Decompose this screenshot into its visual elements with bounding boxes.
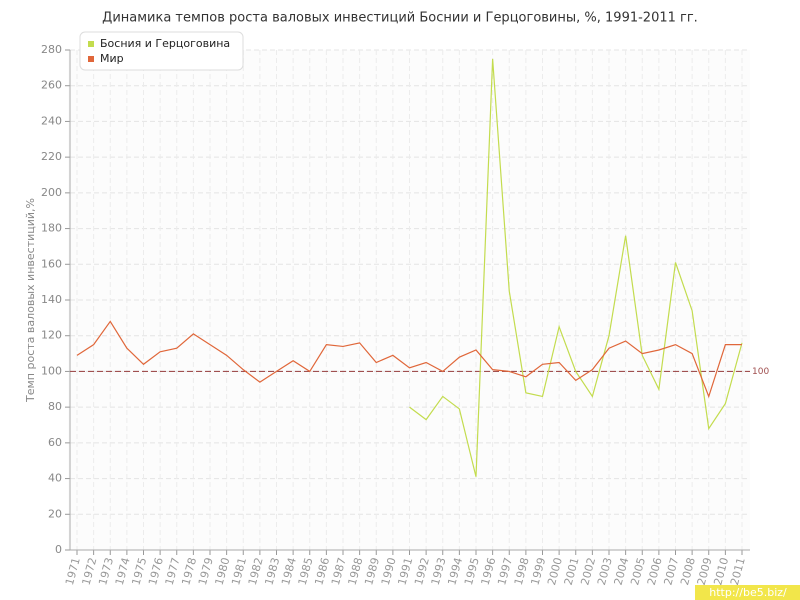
grid: 0 20 40 60 80 100 120 140 160 180 200 220 240 260 280 1… xyxy=(41,43,769,587)
legend-box xyxy=(79,31,244,71)
watermark: http://be5.biz/ xyxy=(709,586,787,599)
legend-label: Босния и Герцоговина xyxy=(100,37,230,50)
legend: Босния и Герцоговина Мир xyxy=(79,31,244,71)
series-line xyxy=(409,58,743,477)
y-tick-label: 140 xyxy=(41,293,62,306)
y-tick-label: 280 xyxy=(41,43,62,56)
chart-title: Динамика темпов роста валовых инвестиций… xyxy=(102,11,698,26)
y-tick-label: 160 xyxy=(41,257,62,270)
y-tick-label: 80 xyxy=(48,400,62,413)
y-tick-label: 200 xyxy=(41,186,62,199)
y-axis-label: Темп роста валовых инвестиций,% xyxy=(24,198,37,403)
reference-label: 100 xyxy=(752,367,769,377)
y-tick-label: 100 xyxy=(41,364,62,377)
marks xyxy=(76,58,743,477)
legend-swatch xyxy=(88,41,94,47)
series-line xyxy=(76,320,742,399)
y-tick-label: 240 xyxy=(41,114,62,127)
y-tick-label: 180 xyxy=(41,222,62,235)
y-tick-label: 260 xyxy=(41,79,62,92)
y-tick-label: 40 xyxy=(48,472,62,485)
y-tick-label: 0 xyxy=(55,543,62,556)
y-tick-label: 20 xyxy=(48,507,62,520)
legend-label: Мир xyxy=(100,52,124,65)
legend-swatch xyxy=(88,56,94,62)
y-tick-label: 220 xyxy=(41,150,62,163)
y-tick-label: 60 xyxy=(48,436,62,449)
watermark-bg xyxy=(695,585,800,600)
y-tick-label: 120 xyxy=(41,329,62,342)
